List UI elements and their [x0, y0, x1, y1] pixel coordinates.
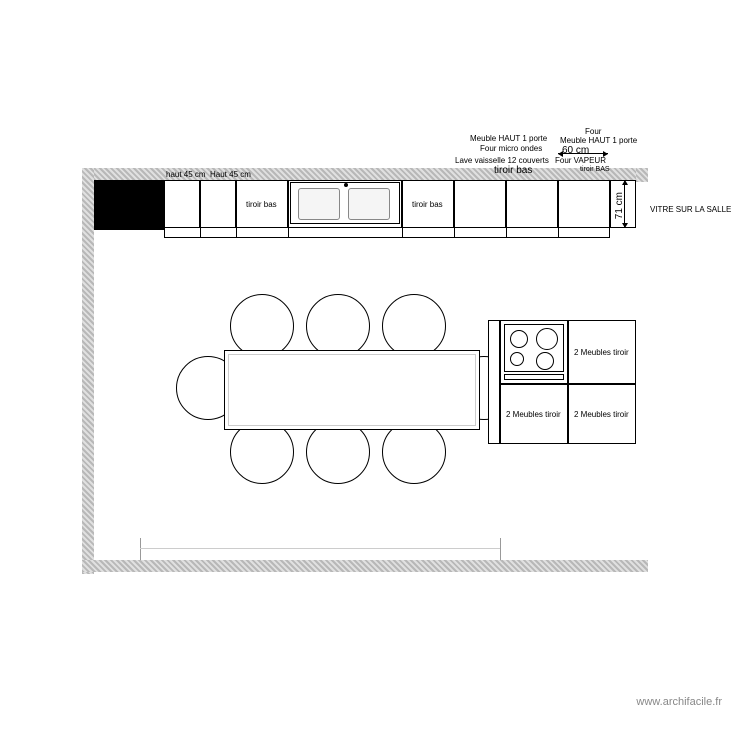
chair-3: [382, 294, 446, 358]
black-appliance: [94, 180, 164, 230]
cooktop-controls: [504, 374, 564, 380]
burner-4: [536, 352, 554, 370]
four-label: Four: [585, 127, 601, 136]
meubles-tiroir-1: 2 Meubles tiroir: [574, 348, 629, 357]
edge-div-6: [506, 228, 507, 238]
sink-tap: [344, 183, 348, 187]
tiroir-bas-label-2: tiroir bas: [412, 200, 443, 209]
cabinet-2: [200, 180, 236, 228]
dim-60-label: 60 cm: [562, 145, 589, 156]
dim-71-label: 71 cm: [614, 192, 625, 219]
edge-div-4: [402, 228, 403, 238]
meubles-tiroir-2: 2 Meubles tiroir: [506, 410, 561, 419]
sink-left-basin: [298, 188, 340, 220]
meuble-haut-1-label: Meuble HAUT 1 porte: [470, 134, 547, 143]
haut-45-label-2: Haut 45 cm: [210, 170, 251, 179]
lave-vaisselle-label: Lave vaisselle 12 couverts: [455, 156, 549, 165]
floor-plan-canvas: haut 45 cm Haut 45 cm tiroir bas tiroir …: [0, 0, 750, 750]
haut-45-label-1: haut 45 cm: [166, 170, 206, 179]
edge-div-1: [200, 228, 201, 238]
wall-bottom: [82, 560, 648, 572]
dim-60-line: [558, 153, 608, 154]
wall-right-top: [636, 168, 648, 182]
meuble-haut-2-label: Meuble HAUT 1 porte: [560, 136, 637, 145]
front-edge: [164, 228, 610, 238]
door-mark-1: [140, 538, 141, 560]
door-mark-2: [500, 538, 501, 560]
watermark: www.archifacile.fr: [636, 696, 722, 708]
burner-2: [536, 328, 558, 350]
edge-div-3: [288, 228, 289, 238]
edge-div-2: [236, 228, 237, 238]
cabinet-1: [164, 180, 200, 228]
door-line: [140, 548, 500, 549]
cabinet-7: [506, 180, 558, 228]
four-micro-label: Four micro ondes: [480, 144, 542, 153]
burner-3: [510, 352, 524, 366]
wall-left: [82, 168, 94, 574]
vitre-label: VITRE SUR LA SALLE: [650, 205, 731, 214]
meubles-tiroir-3: 2 Meubles tiroir: [574, 410, 629, 419]
cabinet-6: [454, 180, 506, 228]
table-inner: [228, 354, 476, 426]
tiroir-bas-top-label: tiroir bas: [494, 165, 532, 176]
burner-1: [510, 330, 528, 348]
tiroir-bas-label-1: tiroir bas: [246, 200, 277, 209]
chair-2: [306, 294, 370, 358]
tiroir-bas-small-label: tiroir BAS: [580, 166, 610, 173]
sink-right-basin: [348, 188, 390, 220]
four-vapeur-label: Four VAPEUR: [555, 156, 606, 165]
edge-div-7: [558, 228, 559, 238]
cabinet-8: [558, 180, 610, 228]
edge-div-5: [454, 228, 455, 238]
chair-1: [230, 294, 294, 358]
island-shelf: [488, 320, 500, 444]
